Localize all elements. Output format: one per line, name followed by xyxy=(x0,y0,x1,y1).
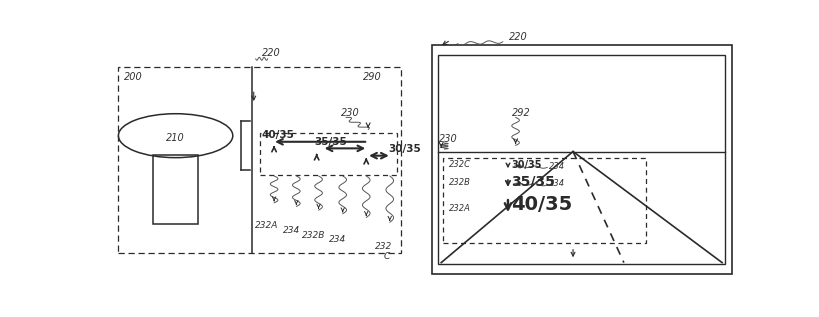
Text: 35/35: 35/35 xyxy=(510,175,554,189)
Text: 220: 220 xyxy=(509,32,527,42)
Text: 230: 230 xyxy=(438,134,457,144)
Text: 234: 234 xyxy=(283,226,300,235)
Bar xyxy=(437,55,725,264)
Text: 40/35: 40/35 xyxy=(510,195,572,214)
Bar xyxy=(118,67,400,253)
Text: 210: 210 xyxy=(166,133,185,143)
Text: 234: 234 xyxy=(328,235,346,244)
Text: 35/35: 35/35 xyxy=(314,137,346,147)
Text: 30/35: 30/35 xyxy=(388,144,421,154)
Text: 234: 234 xyxy=(549,179,564,188)
Text: 30/35: 30/35 xyxy=(510,160,541,170)
Text: 200: 200 xyxy=(124,72,142,82)
Text: 232A: 232A xyxy=(448,204,470,213)
Text: 40/35: 40/35 xyxy=(261,130,294,140)
Text: 234: 234 xyxy=(549,162,564,171)
Bar xyxy=(153,155,197,223)
Bar xyxy=(260,133,396,175)
Text: 292: 292 xyxy=(512,108,531,118)
Text: 220: 220 xyxy=(261,49,280,58)
Text: 232: 232 xyxy=(374,242,391,251)
Text: 232B: 232B xyxy=(301,231,325,240)
Text: 230: 230 xyxy=(341,108,359,118)
Text: C: C xyxy=(383,252,390,261)
Text: 232C: 232C xyxy=(448,160,470,169)
Bar xyxy=(431,45,731,274)
Bar xyxy=(442,158,645,243)
Text: 232A: 232A xyxy=(255,222,278,230)
Text: 290: 290 xyxy=(363,72,382,82)
Text: 232B: 232B xyxy=(448,178,470,187)
